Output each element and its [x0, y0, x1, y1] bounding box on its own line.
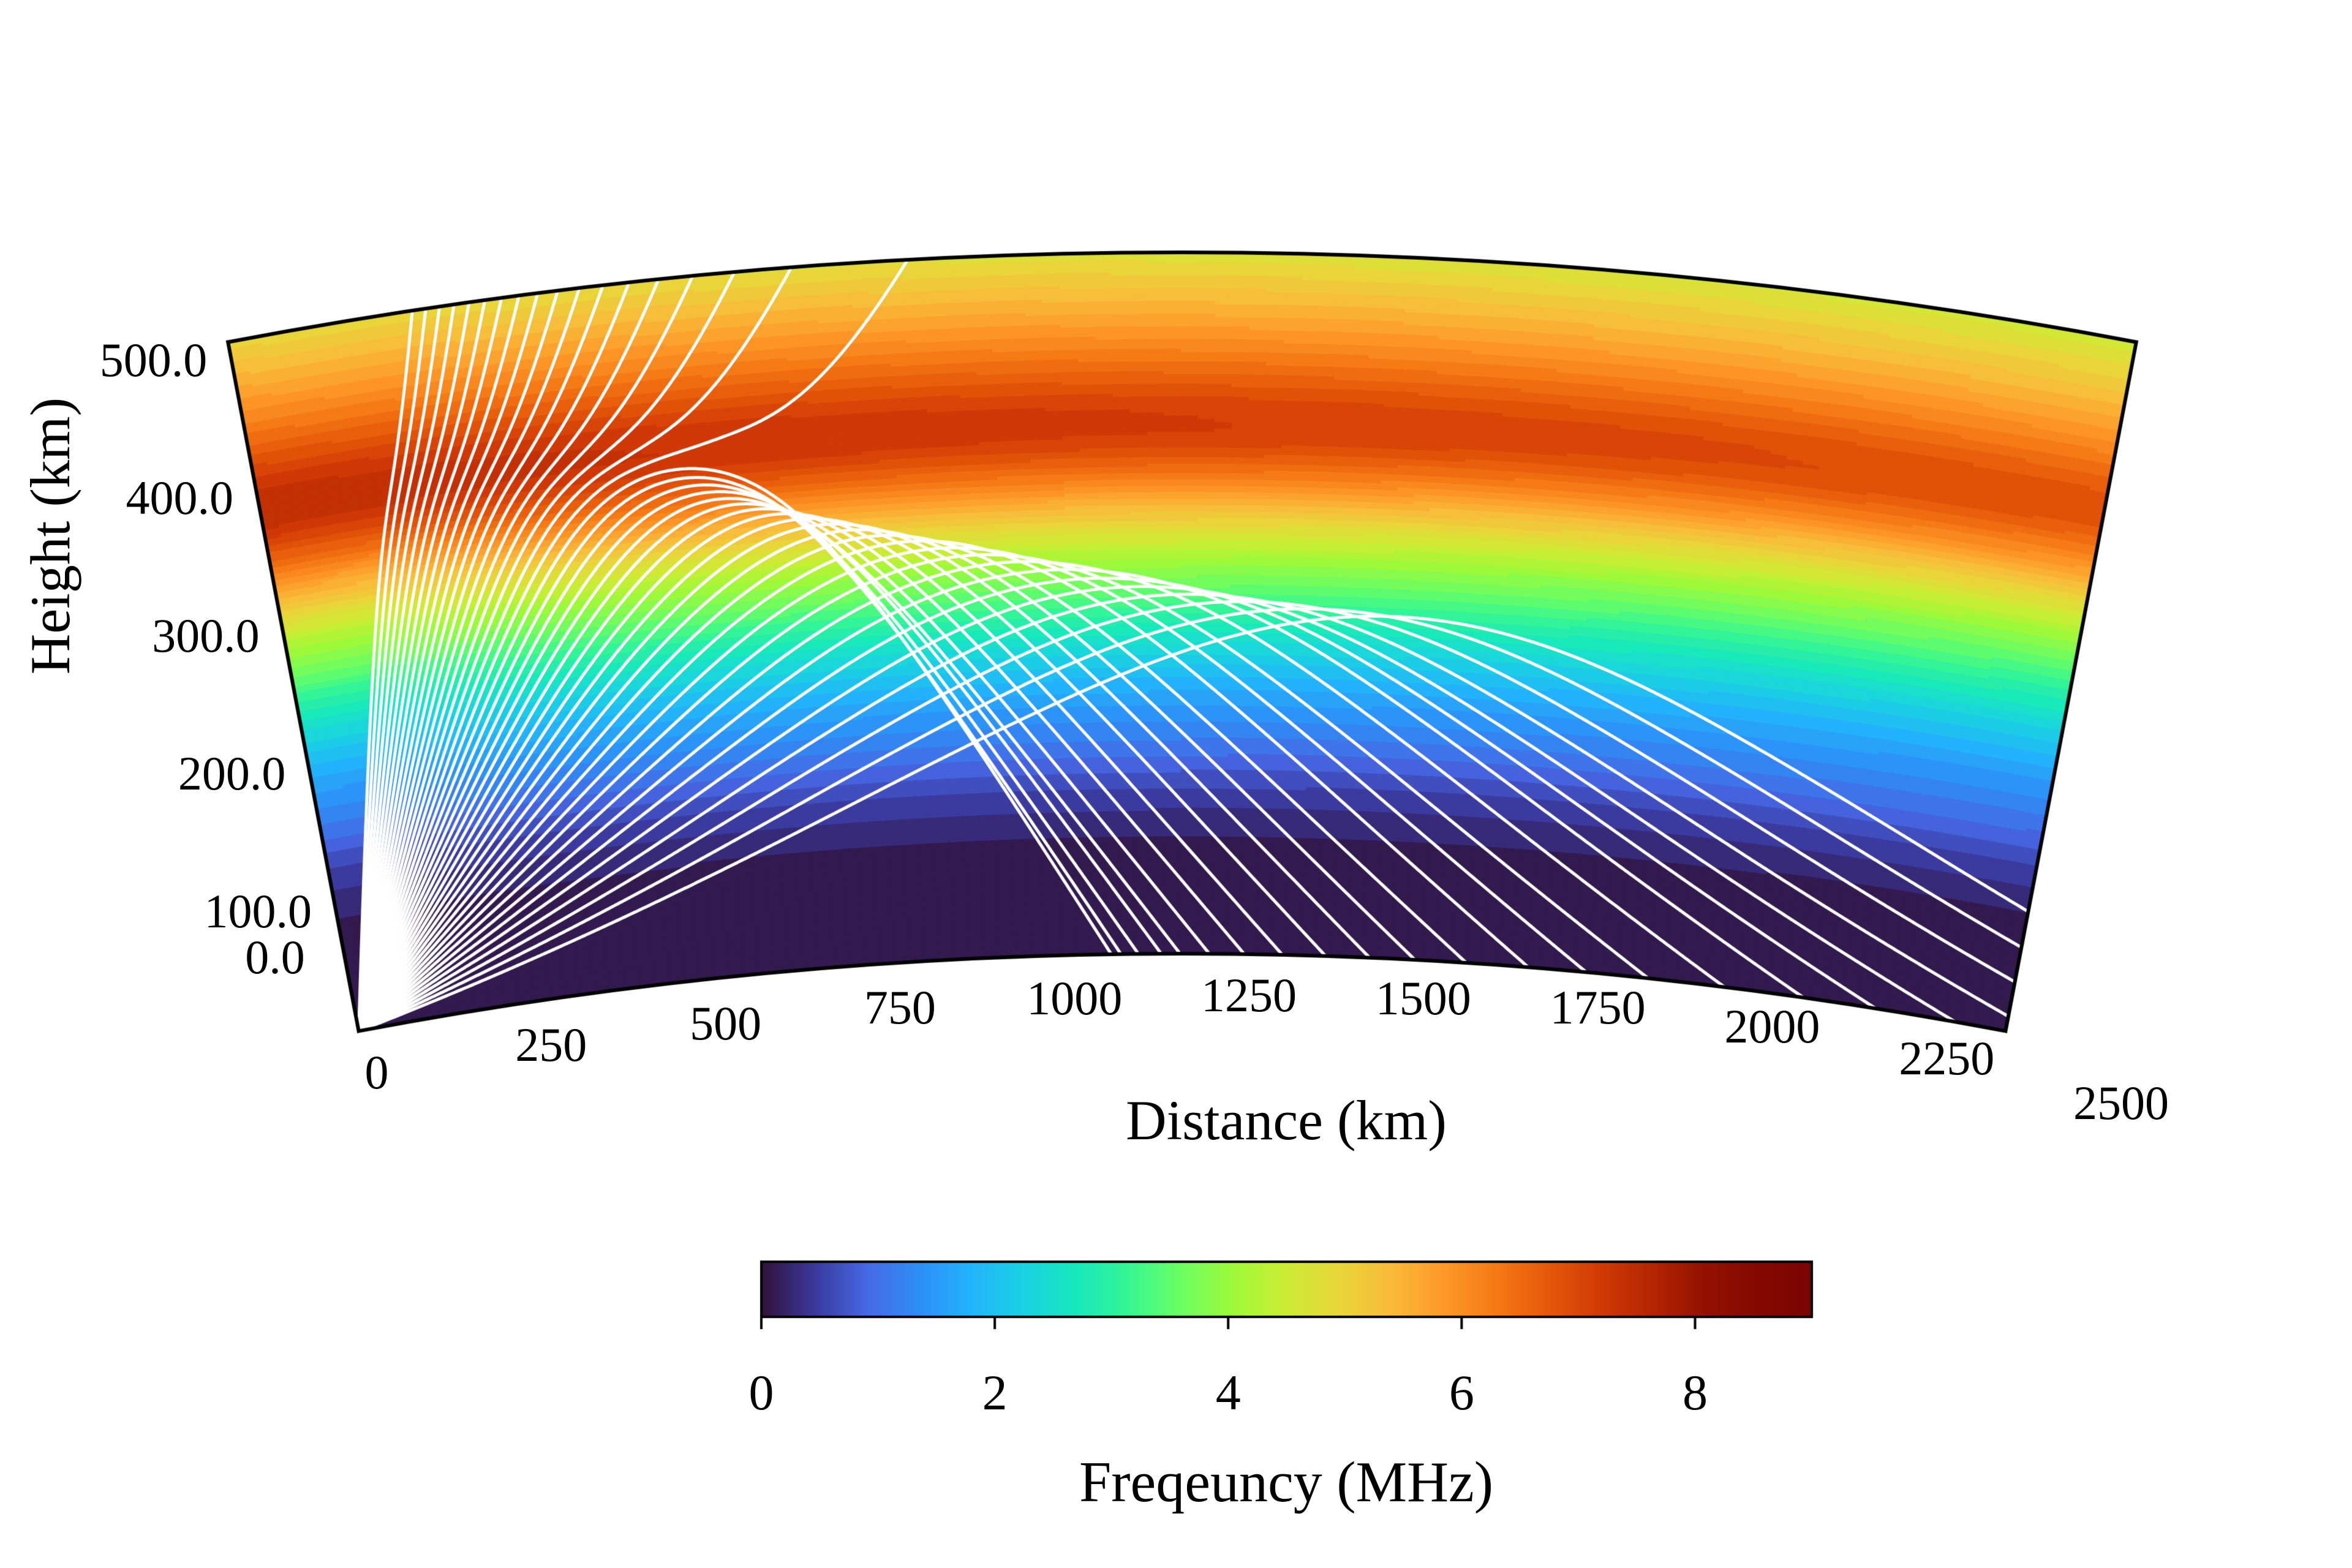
x-tick-label: 1750 [1550, 981, 1646, 1035]
x-tick-label: 0 [364, 1046, 389, 1099]
y-tick-label: 100.0 [204, 884, 312, 938]
y-axis-title: Height (km) [19, 397, 81, 675]
x-tick-label: 2250 [1899, 1031, 1995, 1085]
y-tick-label: 300.0 [152, 609, 260, 663]
x-tick-label: 1000 [1027, 971, 1123, 1025]
x-tick-label: 1500 [1375, 971, 1471, 1025]
x-tick-label: 750 [864, 981, 936, 1035]
colorbar-tick-label: 8 [1682, 1365, 1708, 1420]
x-tick-label: 2000 [1724, 1000, 1820, 1054]
colorbar-tick-label: 6 [1449, 1365, 1474, 1420]
colorbar-tick-label: 0 [748, 1365, 774, 1420]
colorbar-title: Freqeuncy (MHz) [1079, 1450, 1494, 1514]
x-tick-label: 2500 [2073, 1076, 2169, 1130]
y-tick-label: 0.0 [245, 930, 305, 984]
x-tick-label: 250 [515, 1017, 587, 1071]
x-axis-title: Distance (km) [1126, 1089, 1447, 1152]
colorbar-tick-label: 4 [1215, 1365, 1241, 1420]
y-tick-label: 400.0 [126, 471, 233, 525]
x-tick-label: 500 [690, 996, 762, 1050]
y-tick-label: 500.0 [99, 333, 208, 387]
x-tick-label: 1250 [1201, 968, 1297, 1022]
colorbar-tick-label: 2 [982, 1365, 1008, 1420]
y-tick-label: 200.0 [178, 747, 286, 801]
